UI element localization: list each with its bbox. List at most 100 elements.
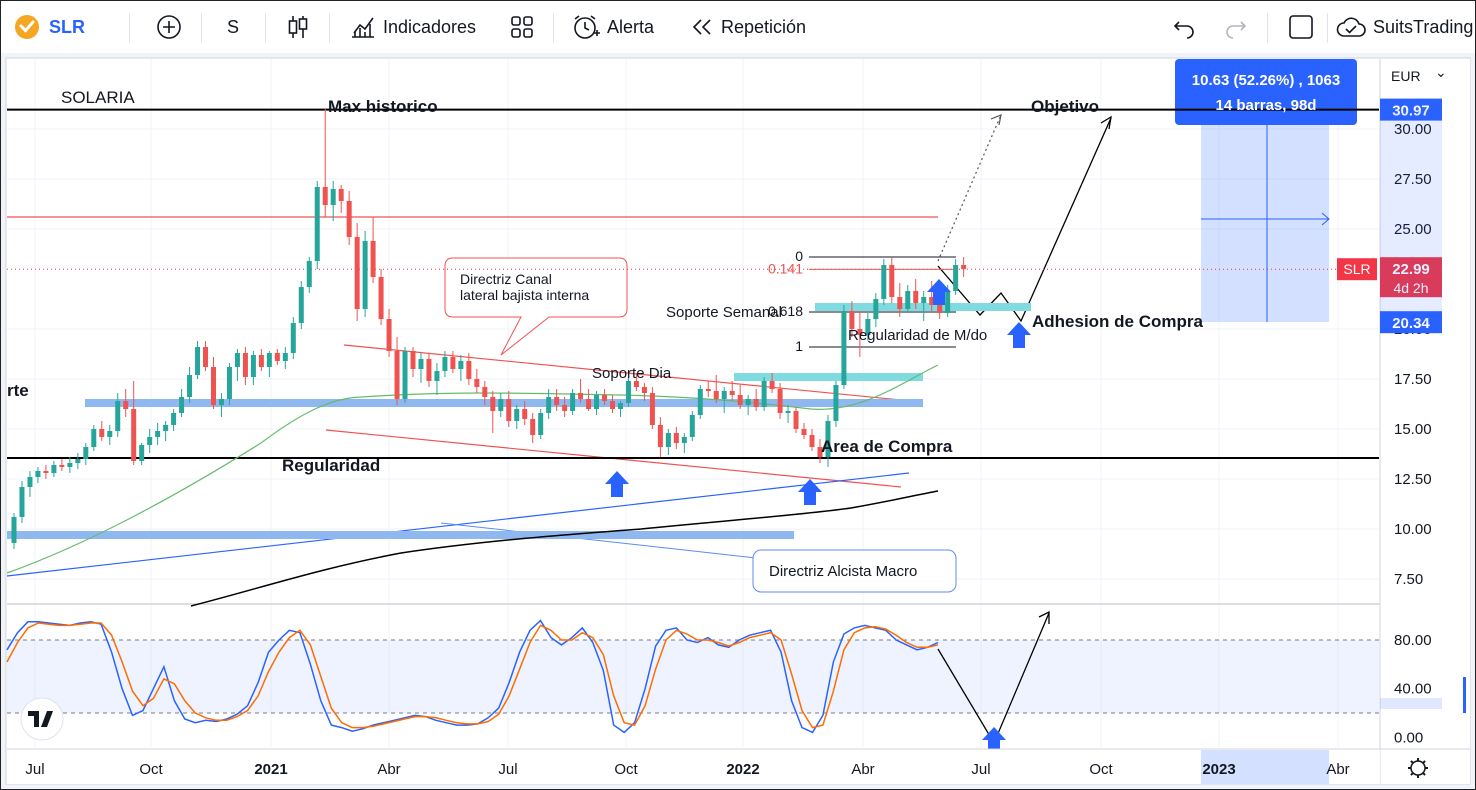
candle-body[interactable] <box>179 397 185 413</box>
candle-body[interactable] <box>753 399 759 407</box>
candle-body[interactable] <box>697 389 703 415</box>
candle-body[interactable] <box>617 403 623 409</box>
candle-body[interactable] <box>211 367 216 405</box>
stoch-d-line[interactable] <box>6 622 939 729</box>
candle-body[interactable] <box>410 351 416 369</box>
candle-body[interactable] <box>929 297 935 305</box>
candle[interactable] <box>258 349 264 371</box>
candle[interactable] <box>282 347 288 369</box>
candle[interactable] <box>562 397 568 417</box>
layouts-button[interactable] <box>509 1 535 53</box>
candle-body[interactable] <box>147 437 153 445</box>
candle[interactable] <box>218 393 224 417</box>
candle[interactable] <box>466 353 472 385</box>
candle-body[interactable] <box>426 359 432 381</box>
candle[interactable] <box>881 259 887 305</box>
candle[interactable] <box>697 385 703 419</box>
candle[interactable] <box>594 391 600 415</box>
replay-button[interactable]: Repetición <box>689 1 806 53</box>
candle-body[interactable] <box>498 399 504 411</box>
candle-body[interactable] <box>266 353 272 367</box>
zone-soporte-semanal[interactable] <box>815 303 1031 311</box>
candle-body[interactable] <box>322 187 328 205</box>
candle[interactable] <box>769 373 775 393</box>
candle-body[interactable] <box>578 393 584 399</box>
candle-body[interactable] <box>171 413 177 425</box>
candle-body[interactable] <box>961 265 967 270</box>
candle[interactable] <box>330 181 336 221</box>
candle[interactable] <box>226 363 232 405</box>
candle-body[interactable] <box>562 405 568 411</box>
candle-body[interactable] <box>330 189 336 205</box>
candle[interactable] <box>458 355 464 381</box>
candle-body[interactable] <box>306 261 312 287</box>
candle-body[interactable] <box>865 319 871 335</box>
scroll-indicator[interactable] <box>1463 677 1466 713</box>
candle[interactable] <box>402 347 408 403</box>
candle-body[interactable] <box>83 447 89 459</box>
candle[interactable] <box>195 341 201 379</box>
candle[interactable] <box>83 443 89 465</box>
gear-icon[interactable] <box>1408 758 1428 778</box>
candle-body[interactable] <box>705 389 711 391</box>
candle-body[interactable] <box>51 465 57 473</box>
alert-button[interactable]: Alerta <box>571 1 654 53</box>
candle[interactable] <box>681 433 687 453</box>
candle-body[interactable] <box>649 393 655 425</box>
candle-body[interactable] <box>610 401 615 409</box>
candle-body[interactable] <box>506 399 512 421</box>
candle-body[interactable] <box>530 419 536 435</box>
candle[interactable] <box>386 309 392 357</box>
candle-body[interactable] <box>673 433 679 443</box>
candle-body[interactable] <box>99 429 105 437</box>
candle-body[interactable] <box>594 395 600 409</box>
candle-body[interactable] <box>370 241 376 277</box>
candle-body[interactable] <box>418 359 424 369</box>
candle[interactable] <box>51 461 57 477</box>
candle[interactable] <box>418 353 424 383</box>
candle[interactable] <box>801 423 807 439</box>
candle-body[interactable] <box>91 429 97 447</box>
candle-body[interactable] <box>570 393 576 411</box>
candle[interactable] <box>75 453 81 469</box>
candle[interactable] <box>274 349 280 365</box>
candle[interactable] <box>538 409 544 439</box>
candle-body[interactable] <box>681 437 687 443</box>
candle-body[interactable] <box>218 399 224 405</box>
zone-soporte-dia[interactable] <box>734 373 923 381</box>
candle[interactable] <box>586 389 592 411</box>
candle-body[interactable] <box>953 265 959 291</box>
candle[interactable] <box>203 341 209 371</box>
candle[interactable] <box>761 377 767 411</box>
candle[interactable] <box>617 401 623 417</box>
candle[interactable] <box>753 389 759 411</box>
candle[interactable] <box>793 407 799 433</box>
candle[interactable] <box>306 257 312 293</box>
candle-body[interactable] <box>338 189 344 201</box>
candle[interactable] <box>570 389 576 415</box>
candle-body[interactable] <box>378 277 384 319</box>
candle[interactable] <box>737 385 743 409</box>
candle-body[interactable] <box>27 477 33 487</box>
candle[interactable] <box>362 231 368 317</box>
candle-body[interactable] <box>107 431 113 437</box>
candle[interactable] <box>187 367 193 403</box>
candle[interactable] <box>841 305 847 389</box>
candle[interactable] <box>27 471 33 497</box>
candle[interactable] <box>921 291 927 321</box>
chart-type-button[interactable] <box>285 1 311 53</box>
candle-body[interactable] <box>115 401 121 431</box>
candle[interactable] <box>139 443 145 465</box>
candle[interactable] <box>514 405 520 429</box>
candle[interactable] <box>59 459 65 471</box>
compare-button[interactable] <box>155 1 183 53</box>
candle[interactable] <box>410 347 416 377</box>
candle-body[interactable] <box>258 355 264 367</box>
candle-body[interactable] <box>586 399 592 409</box>
candle-body[interactable] <box>546 397 552 413</box>
candle-body[interactable] <box>75 459 81 463</box>
candle-body[interactable] <box>833 385 839 421</box>
candle[interactable] <box>147 429 153 453</box>
candle[interactable] <box>785 405 791 423</box>
candle-body[interactable] <box>905 291 911 309</box>
